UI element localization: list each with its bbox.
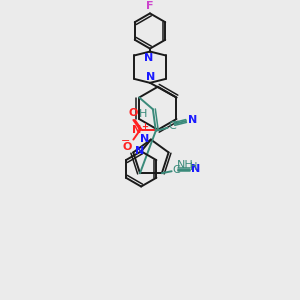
Text: N: N [146,72,156,82]
Text: +: + [141,122,148,131]
Text: C: C [169,121,176,131]
Text: N: N [140,134,149,144]
Text: N: N [191,164,200,174]
Text: −: − [121,136,130,146]
Text: H: H [139,109,147,119]
Text: N: N [132,125,141,135]
Text: N: N [144,52,154,62]
Text: N: N [188,115,197,125]
Text: NH: NH [176,160,193,170]
Text: C: C [172,165,180,175]
Text: N: N [135,146,145,156]
Text: O: O [129,108,138,118]
Text: O: O [122,142,131,152]
Text: H: H [190,162,197,172]
Text: F: F [146,1,154,11]
